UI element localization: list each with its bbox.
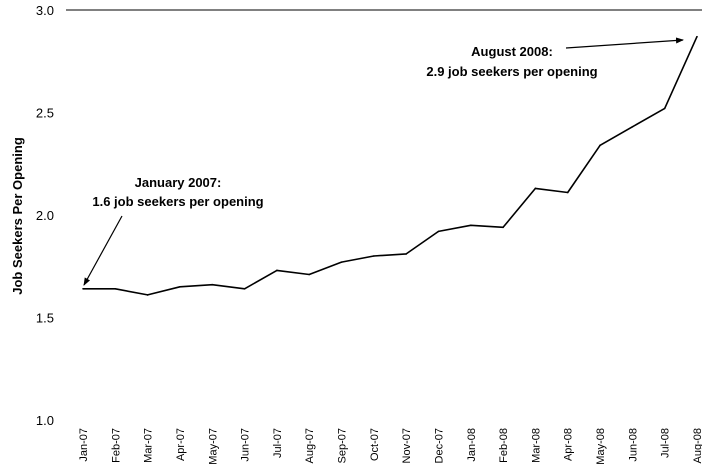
x-tick-label: May-07 bbox=[207, 428, 219, 465]
data-point bbox=[566, 191, 569, 194]
data-point bbox=[211, 283, 214, 286]
annotation-aug-2008-line2: 2.9 job seekers per opening bbox=[426, 64, 597, 79]
data-point bbox=[146, 294, 149, 296]
data-point bbox=[405, 253, 407, 255]
data-point bbox=[437, 230, 440, 233]
data-point bbox=[179, 285, 181, 288]
data-point bbox=[276, 269, 278, 272]
annotation-jan-2007-line2: 1.6 job seekers per opening bbox=[92, 194, 263, 209]
data-point bbox=[534, 187, 537, 190]
y-tick-labels: 1.0 1.5 2.0 2.5 3.0 bbox=[36, 3, 54, 428]
x-tick-label: Apr-07 bbox=[175, 428, 187, 461]
data-point bbox=[340, 261, 343, 263]
y-tick-label: 1.5 bbox=[36, 311, 54, 326]
y-tick-label: 2.5 bbox=[36, 106, 54, 121]
annotation-jan-2007: January 2007: 1.6 job seekers per openin… bbox=[83, 175, 264, 286]
x-tick-label: Sep-07 bbox=[337, 428, 349, 463]
x-tick-label: Aug-07 bbox=[304, 428, 316, 463]
y-axis-label: Job Seekers Per Opening bbox=[10, 137, 25, 295]
series-line bbox=[83, 36, 698, 296]
data-point bbox=[502, 226, 504, 229]
x-tick-labels: Jan-07 Feb-07 Mar-07 Apr-07 May-07 Jun-07 Jul-… bbox=[78, 428, 702, 465]
x-tick-label: Jul-08 bbox=[660, 428, 672, 458]
data-point bbox=[631, 126, 634, 128]
data-point bbox=[469, 224, 472, 227]
x-tick-label: Jun-07 bbox=[240, 428, 252, 462]
x-tick-label: Mar-08 bbox=[530, 428, 542, 463]
x-tick-label: Apr-08 bbox=[563, 428, 575, 461]
x-tick-label: Oct-07 bbox=[369, 428, 381, 461]
x-tick-label: Jun-08 bbox=[627, 428, 639, 462]
x-tick-label: Feb-07 bbox=[110, 428, 122, 463]
x-tick-label: Jul-07 bbox=[272, 428, 284, 458]
y-tick-label: 1.0 bbox=[36, 413, 54, 428]
data-point bbox=[243, 288, 246, 290]
x-tick-label: Dec-07 bbox=[433, 428, 445, 463]
data-point bbox=[696, 35, 698, 38]
x-tick-label: Jan-08 bbox=[466, 428, 478, 462]
data-point bbox=[663, 107, 666, 110]
x-tick-label: Nov-07 bbox=[401, 428, 413, 463]
x-tick-label: Aug-08 bbox=[692, 428, 702, 463]
data-point bbox=[82, 288, 84, 290]
x-tick-label: Jan-07 bbox=[78, 428, 90, 462]
annotation-jan-2007-line1: January 2007: bbox=[135, 175, 222, 190]
y-tick-label: 3.0 bbox=[36, 3, 54, 18]
data-point bbox=[599, 144, 601, 147]
x-tick-label: Feb-08 bbox=[498, 428, 510, 463]
annotation-aug-2008: August 2008: 2.9 job seekers per opening bbox=[426, 37, 684, 79]
x-tick-label: Mar-07 bbox=[143, 428, 155, 463]
x-tick-label: May-08 bbox=[595, 428, 607, 465]
data-point bbox=[373, 255, 375, 257]
data-point bbox=[114, 288, 117, 290]
series-group bbox=[82, 35, 698, 296]
annotation-aug-2008-arrow bbox=[565, 37, 684, 49]
annotation-aug-2008-line1: August 2008: bbox=[471, 44, 553, 59]
data-point bbox=[308, 273, 311, 276]
y-tick-label: 2.0 bbox=[36, 208, 54, 223]
annotation-jan-2007-arrow bbox=[83, 215, 123, 286]
